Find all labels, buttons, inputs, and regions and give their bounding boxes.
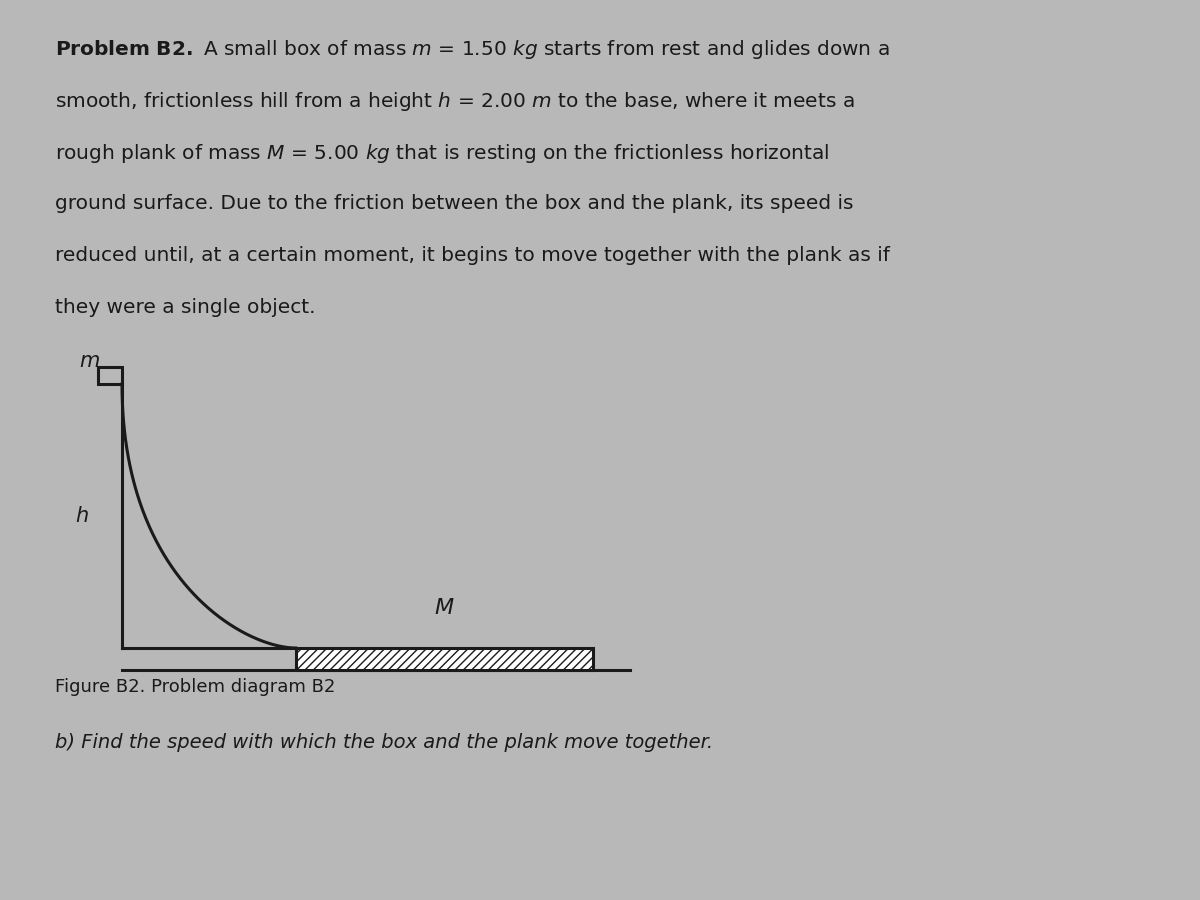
Text: $\bf{Problem\ B2.}$ A small box of mass $m$ = 1.50 $kg$ starts from rest and gli: $\bf{Problem\ B2.}$ A small box of mass … [55, 38, 889, 61]
Text: reduced until, at a certain moment, it begins to move together with the plank as: reduced until, at a certain moment, it b… [55, 246, 890, 265]
Text: $m$: $m$ [79, 351, 101, 371]
Bar [295, 648, 593, 670]
Text: Figure B2. Problem diagram B2: Figure B2. Problem diagram B2 [55, 678, 335, 696]
Text: they were a single object.: they were a single object. [55, 298, 316, 317]
Text: ground surface. Due to the friction between the box and the plank, its speed is: ground surface. Due to the friction betw… [55, 194, 853, 213]
Text: $h$: $h$ [74, 506, 89, 526]
Bar [98, 367, 122, 384]
Text: smooth, frictionless hill from a height $h$ = 2.00 $m$ to the base, where it mee: smooth, frictionless hill from a height … [55, 90, 854, 113]
Text: $M$: $M$ [434, 598, 455, 618]
Text: b) Find the speed with which the box and the plank move together.: b) Find the speed with which the box and… [55, 733, 713, 752]
Text: rough plank of mass $M$ = 5.00 $kg$ that is resting on the frictionless horizont: rough plank of mass $M$ = 5.00 $kg$ that… [55, 142, 829, 165]
